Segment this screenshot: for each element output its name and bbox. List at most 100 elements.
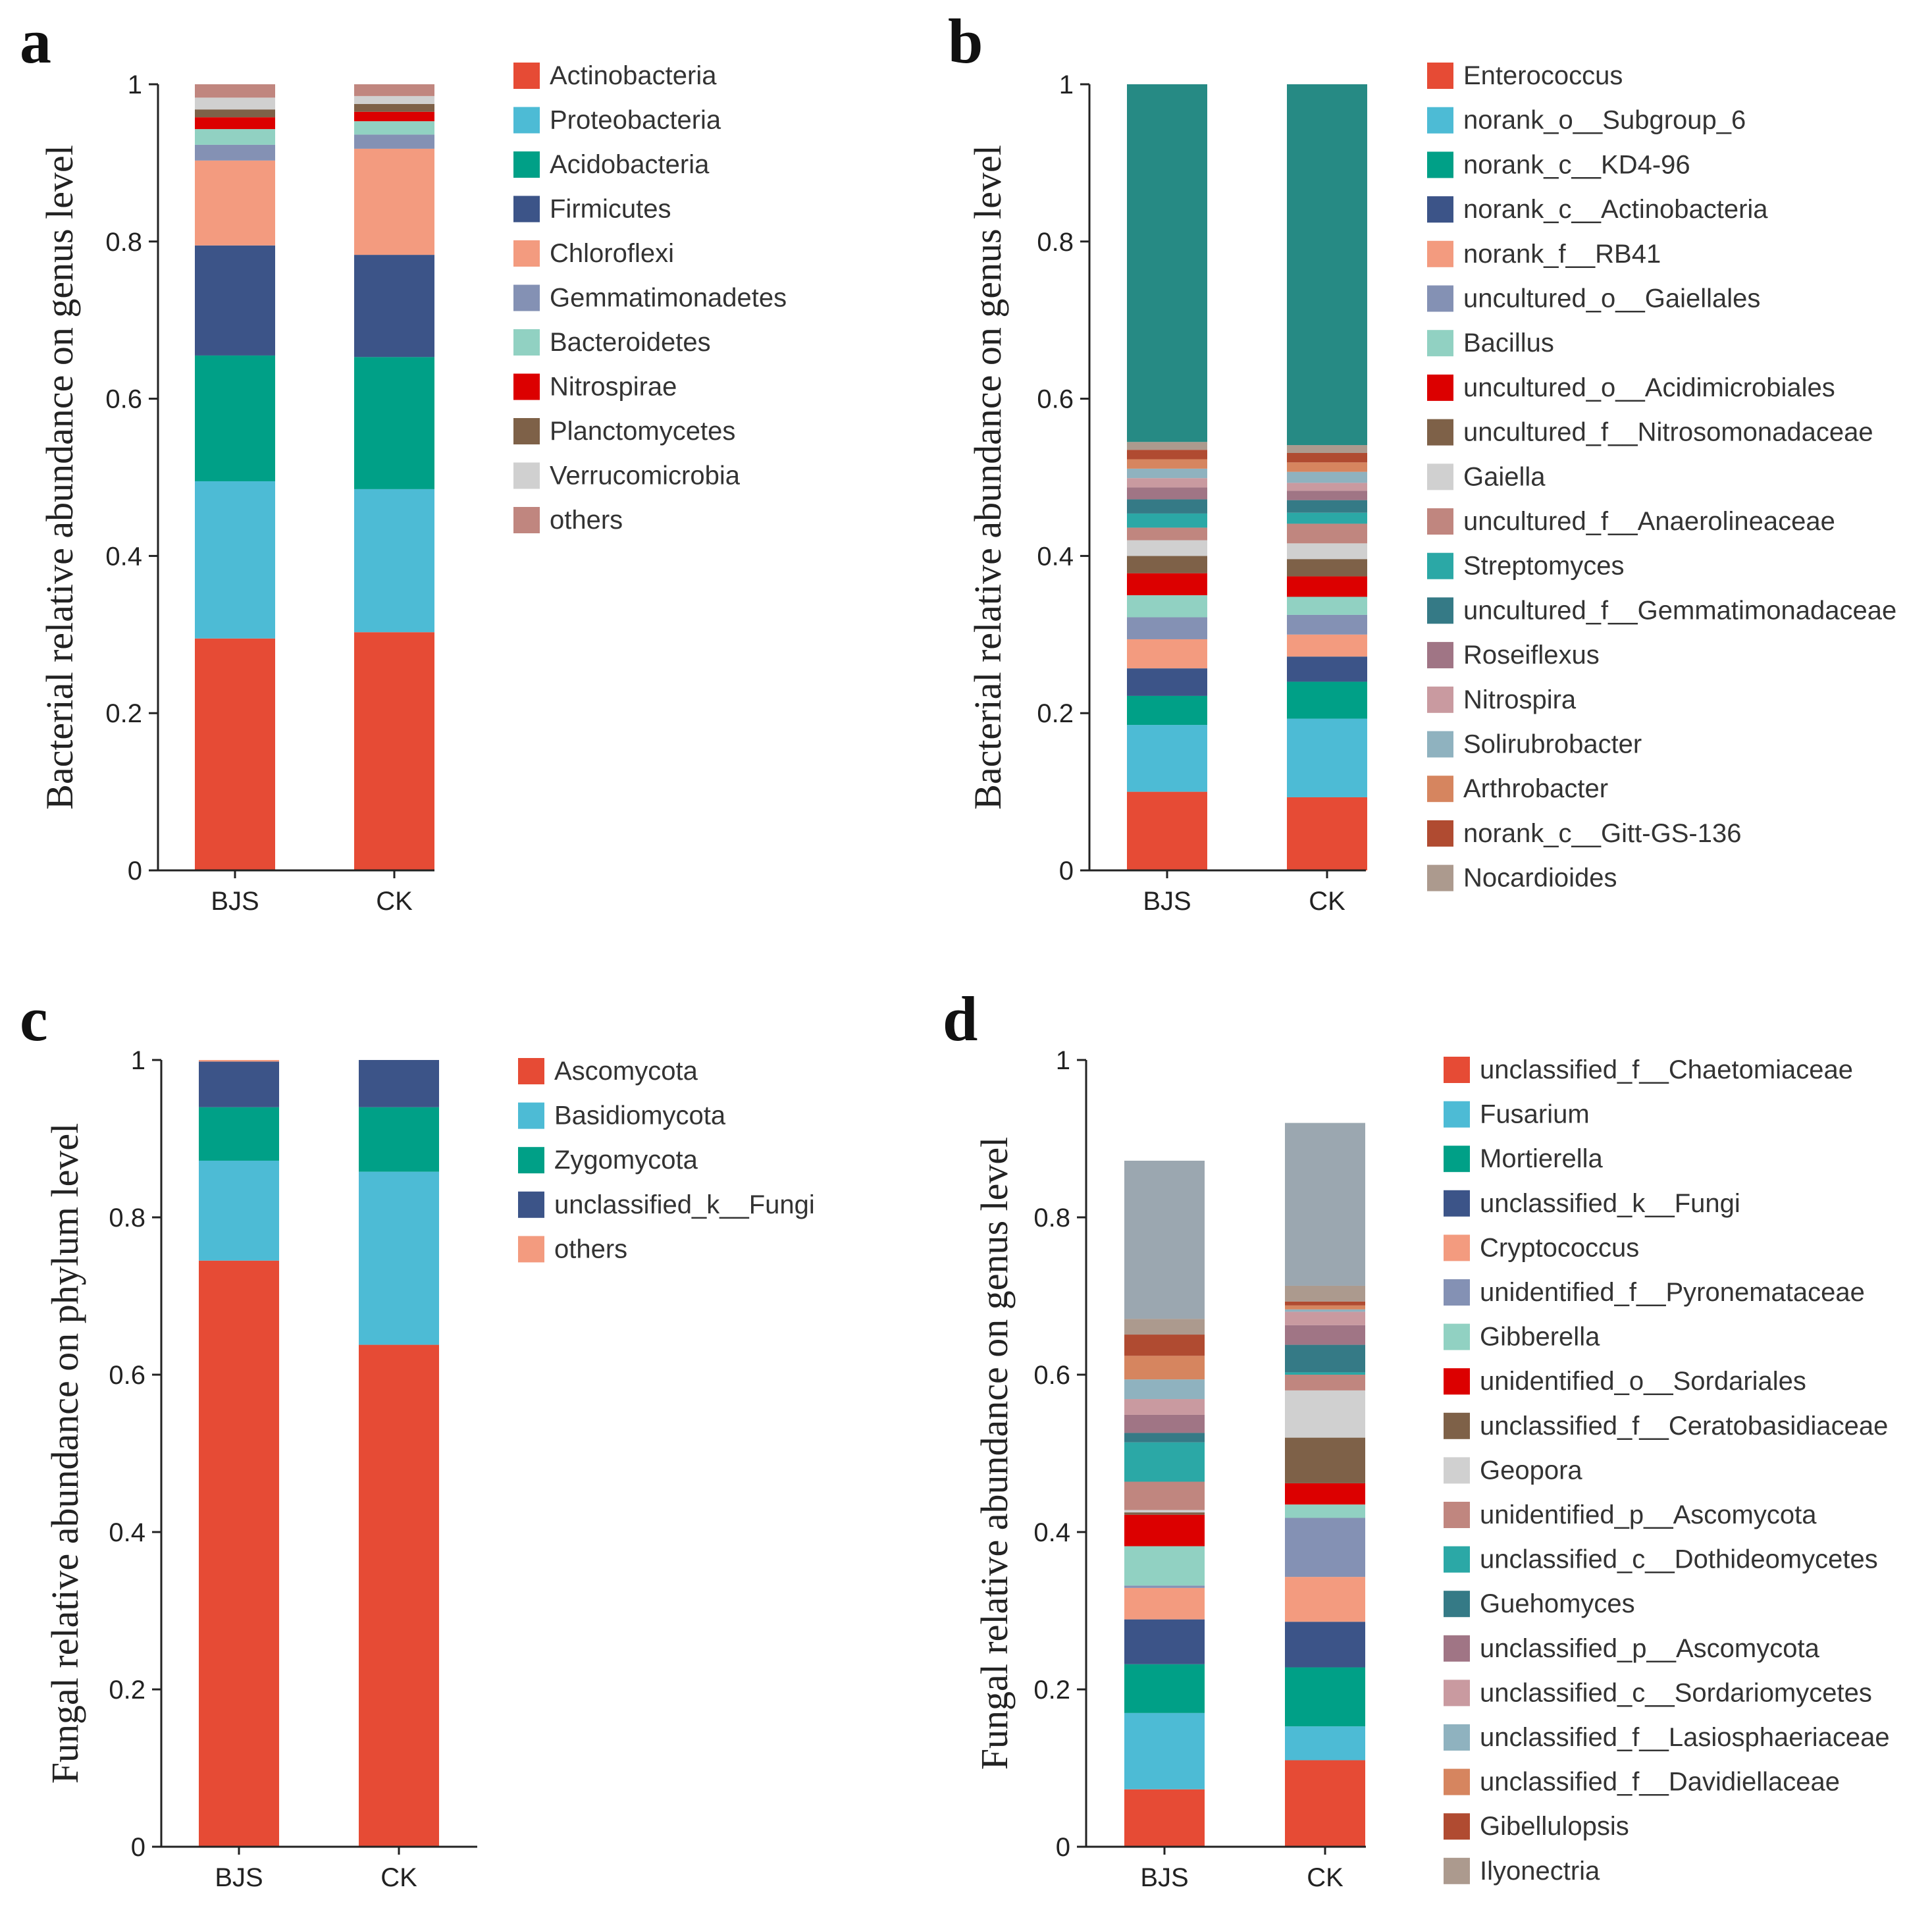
legend-label: Ascomycota — [554, 1057, 698, 1086]
bar-segment-bjs-18 — [1127, 442, 1207, 450]
bar-segment-ck-0 — [1285, 1760, 1365, 1847]
bar-segment-bjs-6 — [1127, 595, 1207, 618]
y-tick-label: 1 — [1059, 70, 1074, 99]
legend-swatch — [513, 507, 540, 533]
bar-segment-bjs-4 — [195, 160, 275, 246]
y-tick-label: 0 — [128, 857, 142, 886]
bar-segment-ck-10 — [1285, 1375, 1365, 1390]
legend-label: norank_c__Gitt-GS-136 — [1463, 819, 1741, 848]
y-axis-label: Bacterial relative abundance on genus le… — [38, 145, 81, 810]
legend-swatch — [1427, 419, 1453, 446]
bar-segment-ck-1 — [354, 489, 434, 633]
legend-label: Gibellulopsis — [1480, 1812, 1629, 1841]
bar-segment-ck-17 — [1287, 452, 1367, 463]
legend-label: norank_o__Subgroup_6 — [1463, 106, 1746, 135]
legend-swatch — [513, 151, 540, 178]
bar-segment-bjs-4 — [199, 1060, 279, 1062]
bar-segment-ck-9 — [1287, 543, 1367, 560]
bar-segment-ck-3 — [1285, 1622, 1365, 1668]
y-tick-label: 0.2 — [105, 699, 142, 728]
legend-swatch — [1427, 686, 1453, 713]
bar-segment-bjs-19 — [1124, 1160, 1205, 1319]
bar-segment-ck-9 — [1285, 1390, 1365, 1438]
bar-segment-ck-3 — [359, 1060, 439, 1107]
bar-segment-ck-8 — [354, 103, 434, 112]
x-tick-label-ck: CK — [1307, 1863, 1344, 1892]
bar-segment-ck-0 — [354, 632, 434, 870]
y-tick-label: 0 — [131, 1833, 145, 1862]
bar-segment-bjs-6 — [195, 129, 275, 145]
y-tick-label: 1 — [128, 70, 142, 99]
legend-swatch — [513, 196, 540, 223]
bar-segment-ck-7 — [1287, 576, 1367, 597]
bar-segment-bjs-14 — [1127, 478, 1207, 488]
legend-swatch — [1444, 1591, 1470, 1618]
bar-segment-ck-1 — [1285, 1726, 1365, 1760]
panel-label-c: c — [20, 984, 48, 1054]
legend-label: Gemmatimonadetes — [550, 284, 787, 313]
panel-label-b: b — [948, 6, 983, 76]
legend-label: Roseiflexus — [1463, 641, 1600, 670]
legend-label: Cryptococcus — [1480, 1233, 1639, 1262]
legend-swatch — [1444, 1190, 1470, 1217]
legend-swatch — [1427, 508, 1453, 535]
bar-segment-bjs-12 — [1127, 499, 1207, 514]
bar-segment-bjs-15 — [1124, 1379, 1205, 1400]
legend-swatch — [1427, 330, 1453, 357]
legend-label: uncultured_f__Gemmatimonadaceae — [1463, 596, 1896, 625]
legend-label: Arthrobacter — [1463, 774, 1608, 803]
bar-segment-bjs-8 — [195, 109, 275, 118]
legend-label: unclassified_k__Fungi — [1480, 1189, 1740, 1218]
bar-segment-ck-11 — [1287, 512, 1367, 524]
bar-segment-ck-6 — [1285, 1504, 1365, 1518]
bar-segment-bjs-3 — [195, 245, 275, 356]
bar-segment-ck-6 — [354, 121, 434, 135]
bar-segment-bjs-3 — [199, 1061, 279, 1107]
bar-segment-bjs-12 — [1124, 1433, 1205, 1443]
legend-label: unclassified_f__Chaetomiaceae — [1480, 1055, 1853, 1084]
bar-segment-bjs-17 — [1127, 450, 1207, 460]
legend-swatch — [518, 1147, 544, 1174]
x-tick-label-ck: CK — [380, 1863, 417, 1892]
bar-segment-ck-5 — [1285, 1518, 1365, 1577]
legend-swatch — [513, 284, 540, 311]
bar-segment-ck-7 — [354, 111, 434, 122]
legend-swatch — [518, 1191, 544, 1218]
bar-segment-bjs-0 — [199, 1260, 279, 1847]
legend-label: Mortierella — [1480, 1144, 1603, 1173]
legend-label: unclassified_f__Ceratobasidiaceae — [1480, 1412, 1888, 1441]
bar-segment-ck-18 — [1285, 1285, 1365, 1302]
y-axis-label: Fungal relative abundance on genus level — [973, 1137, 1016, 1770]
bar-segment-bjs-4 — [1127, 639, 1207, 669]
y-tick-label: 0.4 — [105, 542, 142, 571]
bar-segment-ck-7 — [1285, 1483, 1365, 1505]
bar-segment-bjs-10 — [1127, 527, 1207, 541]
bar-segment-bjs-0 — [1127, 791, 1207, 870]
legend-swatch — [518, 1236, 544, 1263]
legend-swatch — [1444, 1412, 1470, 1439]
bar-segment-ck-16 — [1287, 462, 1367, 472]
legend-swatch — [1444, 1368, 1470, 1395]
bar-segment-bjs-16 — [1124, 1356, 1205, 1380]
bar-segment-bjs-10 — [1124, 1481, 1205, 1510]
bar-segment-bjs-0 — [1124, 1789, 1205, 1847]
bar-segment-bjs-8 — [1124, 1512, 1205, 1515]
bar-segment-ck-2 — [1285, 1667, 1365, 1727]
legend-label: Proteobacteria — [550, 106, 721, 135]
bar-segment-ck-11 — [1285, 1372, 1365, 1375]
y-tick-label: 0.8 — [105, 228, 142, 257]
bar-segment-ck-5 — [1287, 614, 1367, 635]
legend-swatch — [513, 462, 540, 489]
legend-label: Verrucomicrobia — [550, 462, 741, 490]
bar-segment-bjs-11 — [1127, 513, 1207, 528]
bar-segment-ck-3 — [354, 255, 434, 357]
bar-segment-bjs-9 — [195, 97, 275, 110]
y-axis-label: Fungal relative abundance on phylum leve… — [43, 1123, 86, 1784]
bar-segment-ck-4 — [1285, 1577, 1365, 1622]
bar-segment-ck-12 — [1285, 1344, 1365, 1373]
x-tick-label-ck: CK — [1309, 887, 1345, 916]
bar-segment-ck-17 — [1285, 1301, 1365, 1306]
bar-segment-bjs-8 — [1127, 556, 1207, 573]
bar-segment-ck-5 — [354, 134, 434, 149]
bar-segment-ck-14 — [1285, 1311, 1365, 1325]
